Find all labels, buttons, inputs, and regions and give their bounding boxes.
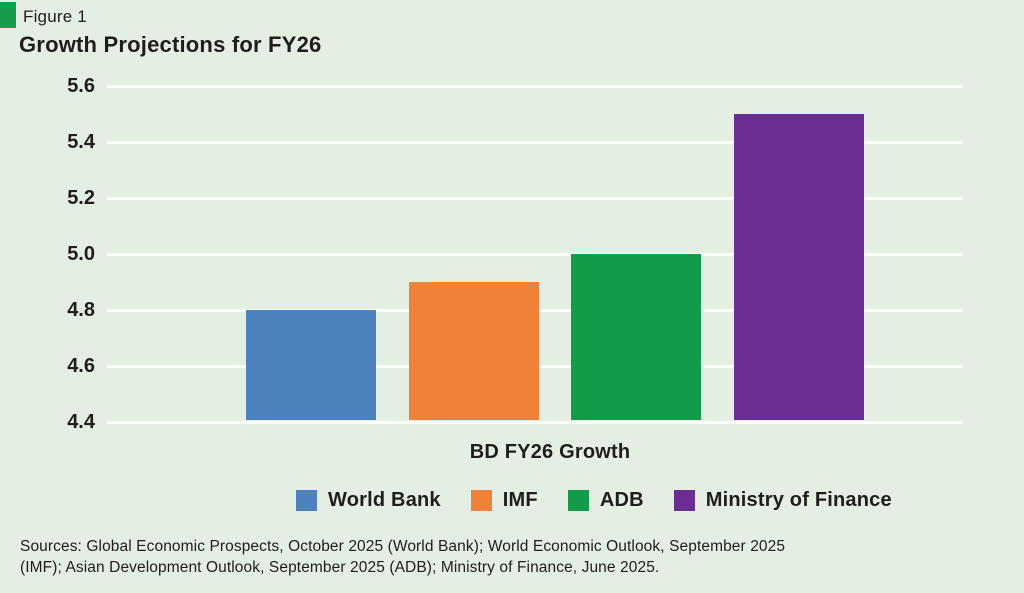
legend-item-world-bank: World Bank xyxy=(296,489,441,512)
legend: World Bank IMF ADB Ministry of Finance xyxy=(296,489,892,512)
y-tick-label: 5.6 xyxy=(67,75,95,97)
sources-note: Sources: Global Economic Prospects, Octo… xyxy=(20,536,785,578)
sources-line-1: Sources: Global Economic Prospects, Octo… xyxy=(20,538,786,555)
legend-swatch-icon xyxy=(673,490,695,511)
bar-ministry-of-finance xyxy=(734,114,865,420)
legend-item-imf: IMF xyxy=(470,489,538,512)
figure-accent-marker xyxy=(0,2,16,28)
gridline xyxy=(107,84,963,88)
gridline xyxy=(107,140,963,144)
legend-label: ADB xyxy=(599,489,644,511)
bar-adb xyxy=(571,254,702,420)
x-axis-label: BD FY26 Growth xyxy=(469,441,631,463)
legend-swatch-icon xyxy=(470,490,492,511)
legend-label: World Bank xyxy=(328,489,441,511)
bar-world-bank xyxy=(246,310,376,420)
legend-label: Ministry of Finance xyxy=(705,489,892,511)
chart-title: Growth Projections for FY26 xyxy=(19,32,322,57)
legend-swatch-icon xyxy=(296,490,317,511)
y-tick-label: 4.6 xyxy=(67,355,95,377)
legend-item-adb: ADB xyxy=(567,489,644,512)
gridline xyxy=(107,252,963,256)
y-tick-label: 4.4 xyxy=(67,411,95,433)
y-axis: 4.4 4.6 4.8 5.0 5.2 5.4 5.6 xyxy=(20,75,95,433)
plot-area xyxy=(107,84,963,424)
legend-swatch-icon xyxy=(567,490,589,511)
gridline xyxy=(107,196,963,200)
y-tick-label: 5.4 xyxy=(67,131,95,153)
y-tick-label: 5.0 xyxy=(67,243,95,265)
sources-line-2: (IMF); Asian Development Outlook, Septem… xyxy=(20,559,660,576)
figure-label: Figure 1 xyxy=(23,7,87,26)
bar-imf xyxy=(408,282,539,420)
y-tick-label: 4.8 xyxy=(67,299,95,321)
y-tick-label: 5.2 xyxy=(67,187,95,209)
legend-label: IMF xyxy=(502,489,538,511)
gridline xyxy=(107,420,963,424)
legend-item-ministry-of-finance: Ministry of Finance xyxy=(673,489,892,512)
